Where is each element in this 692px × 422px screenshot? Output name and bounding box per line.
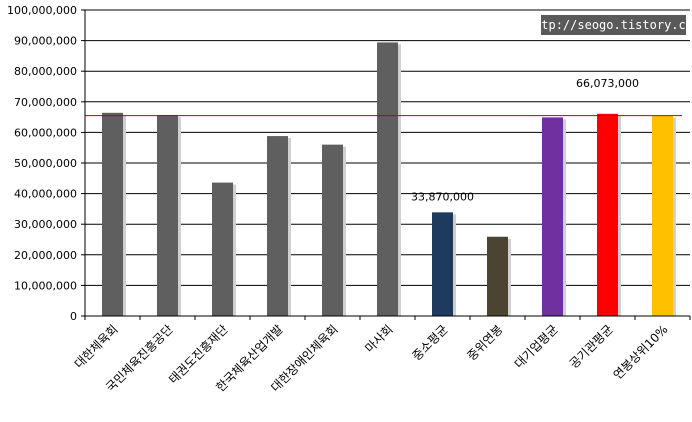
bar (597, 113, 618, 316)
data-label: 33,870,000 (411, 190, 474, 203)
x-category-label: 대기업평균 (512, 322, 561, 371)
bar (157, 114, 178, 316)
data-labels: 33,870,000 66,073,000 (411, 77, 639, 204)
y-tick-label: 50,000,000 (14, 157, 77, 170)
y-tick-label: 40,000,000 (14, 188, 77, 201)
x-category-label: 공기관평균 (567, 322, 616, 371)
y-tick-label: 80,000,000 (14, 65, 77, 78)
x-category-label: 중위연봉 (464, 322, 505, 363)
bar (542, 117, 563, 316)
bar (487, 236, 508, 316)
y-tick-label: 0 (70, 310, 77, 323)
bar (432, 212, 453, 316)
watermark: http://seogo.tistory.com (527, 15, 692, 35)
bars (102, 42, 676, 316)
bar (377, 42, 398, 316)
y-tick-label: 10,000,000 (14, 279, 77, 292)
data-label: 66,073,000 (576, 77, 639, 90)
watermark-text: http://seogo.tistory.com (527, 18, 692, 32)
y-tick-label: 60,000,000 (14, 126, 77, 139)
y-tick-labels: 0 10,000,000 20,000,000 30,000,000 40,000,00… (7, 4, 85, 323)
bar (652, 115, 673, 316)
watermark-box (541, 15, 686, 35)
y-tick-label: 90,000,000 (14, 35, 77, 48)
bar (212, 182, 233, 316)
y-tick-label: 70,000,000 (14, 96, 77, 109)
x-category-label: 연봉상위10% (611, 322, 671, 382)
y-tick-label: 20,000,000 (14, 249, 77, 262)
x-category-label: 대한체육회 (72, 322, 121, 371)
y-tick-label: 100,000,000 (7, 4, 77, 17)
y-tick-label: 30,000,000 (14, 218, 77, 231)
x-category-label: 중소평균 (409, 322, 450, 363)
bar (267, 136, 288, 316)
x-category-label: 마사회 (362, 322, 395, 355)
bar (102, 112, 123, 316)
bar (322, 144, 343, 316)
